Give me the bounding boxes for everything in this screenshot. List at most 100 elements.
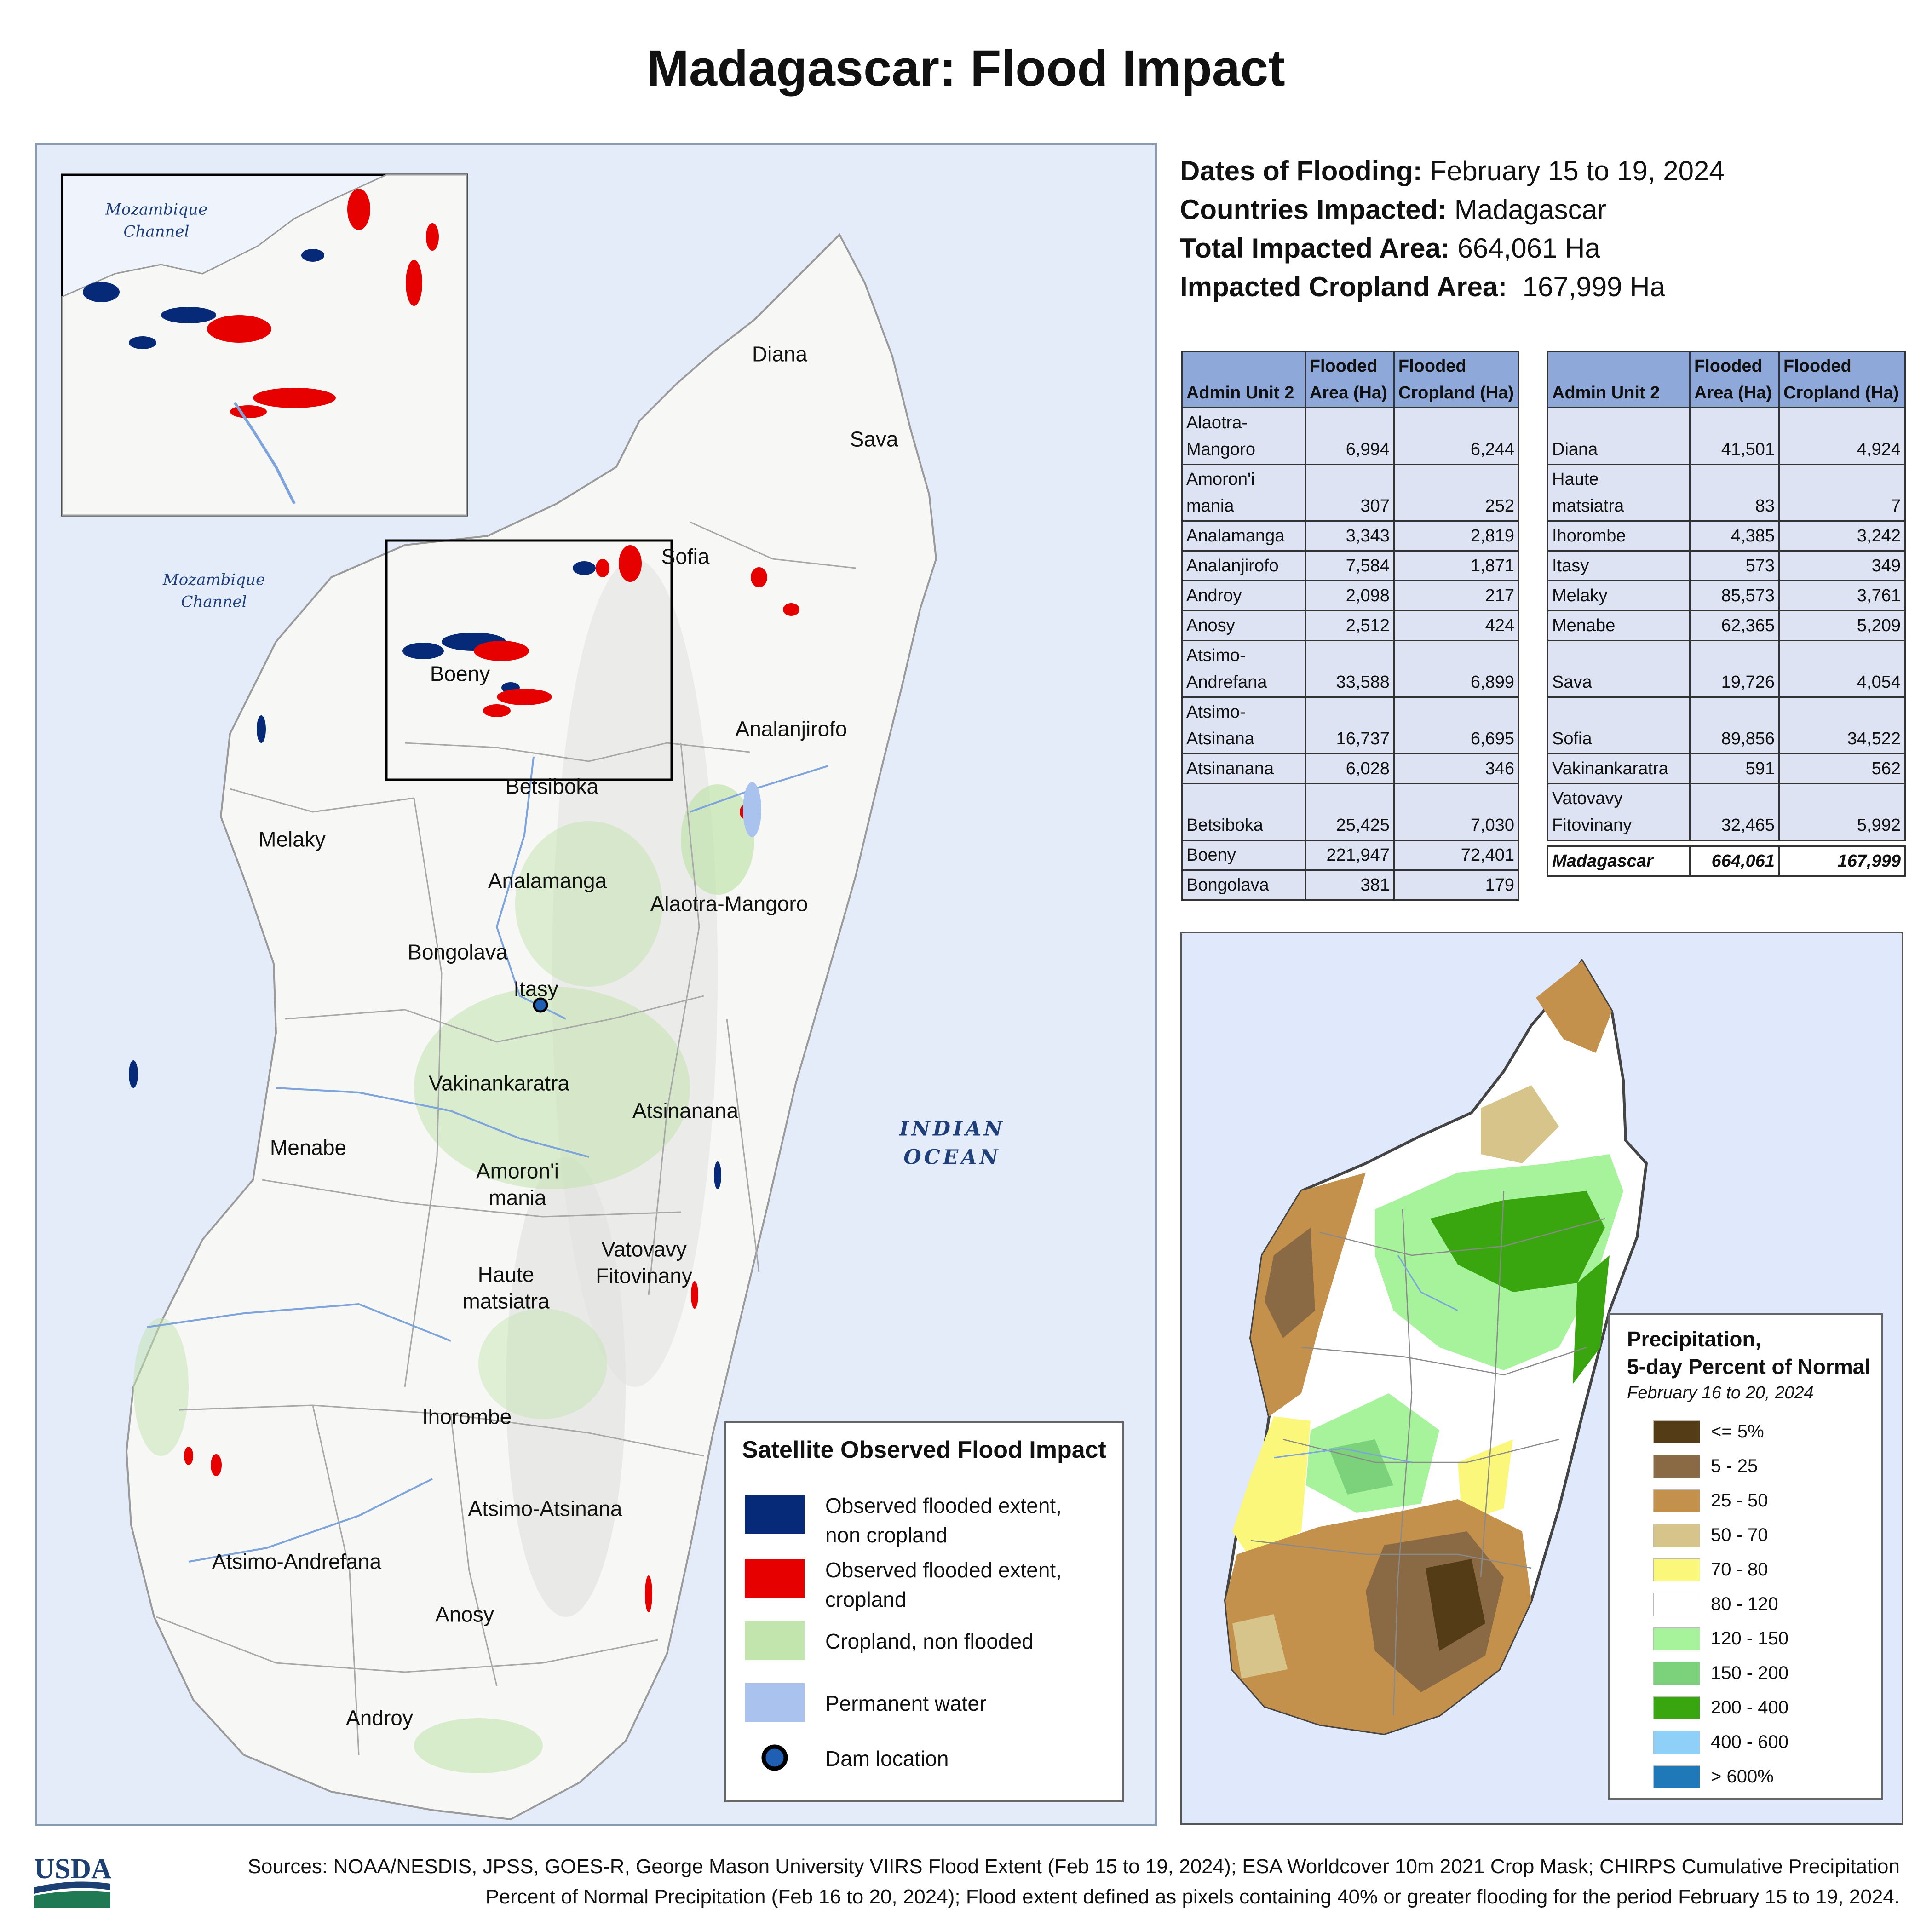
cell-flooded-cropland: 4,924 bbox=[1778, 407, 1906, 465]
cell-admin-unit: Alaotra- Mangoro bbox=[1181, 407, 1306, 465]
cropland-label: Impacted Cropland Area: bbox=[1180, 271, 1507, 302]
precip-legend-label: 120 - 150 bbox=[1711, 1628, 1789, 1649]
flood-legend-title: Satellite Observed Flood Impact bbox=[742, 1437, 1106, 1463]
legend-label-flooded-crop: Observed flooded extent, cropland bbox=[825, 1555, 1062, 1614]
precip-legend-title-2: 5-day Percent of Normal bbox=[1627, 1355, 1871, 1379]
inset-extent-box bbox=[385, 539, 673, 781]
table-row: Alaotra- Mangoro 6,994 6,244 bbox=[1181, 407, 1520, 465]
admin-table-right: Admin Unit 2 Flooded Area (Ha) Flooded Cro… bbox=[1547, 351, 1906, 841]
header-flooded-area: Flooded Area (Ha) bbox=[1304, 351, 1395, 408]
cell-admin-unit: Diana bbox=[1547, 407, 1690, 465]
cell-admin-unit-line1 bbox=[1552, 642, 1685, 669]
cell-admin-unit-line1: Amoron'i bbox=[1186, 470, 1255, 489]
region-label-sava: Sava bbox=[850, 427, 898, 451]
legend-swatch-permanent-water bbox=[745, 1683, 805, 1722]
table-row: Betsiboka 25,425 7,030 bbox=[1181, 783, 1520, 841]
cell-admin-unit: Haute matsiatra bbox=[1547, 464, 1690, 522]
cell-admin-unit-line2: Vakinankaratra bbox=[1552, 759, 1668, 778]
cell-admin-unit-line1: Haute bbox=[1552, 470, 1599, 489]
header-admin-unit-text: Admin Unit 2 bbox=[1186, 383, 1294, 402]
precip-legend-swatch bbox=[1653, 1662, 1700, 1685]
precip-legend-title-1: Precipitation, bbox=[1627, 1327, 1761, 1351]
header-flooded-crop-1: Flooded bbox=[1783, 356, 1852, 376]
cell-flooded-area: 381 bbox=[1304, 869, 1395, 901]
madagascar-map-svg bbox=[61, 173, 937, 1821]
precip-legend-label: > 600% bbox=[1711, 1766, 1774, 1787]
precip-legend-label: 80 - 120 bbox=[1711, 1594, 1778, 1614]
table-row: Androy 2,098 217 bbox=[1181, 580, 1520, 611]
cell-flooded-cropland: 7 bbox=[1778, 464, 1906, 522]
table-row: Melaky 85,573 3,761 bbox=[1547, 580, 1906, 611]
cell-admin-unit: Ihorombe bbox=[1547, 520, 1690, 552]
legend-swatch-flooded-crop bbox=[745, 1559, 805, 1598]
region-label-sofia: Sofia bbox=[661, 544, 710, 569]
cell-admin-unit-line2: Sava bbox=[1552, 673, 1592, 692]
admin-table-total: Madagascar 664,061 167,999 bbox=[1547, 845, 1906, 877]
table-row: Atsimo- Atsinana 16,737 6,695 bbox=[1181, 696, 1520, 754]
region-label-atsimo-andrefana: Atsimo-Andrefana bbox=[212, 1549, 382, 1574]
cell-flooded-area: 83 bbox=[1689, 464, 1780, 522]
cell-admin-unit: Analanjirofo bbox=[1181, 550, 1306, 581]
usda-logo-text: USDA bbox=[34, 1853, 111, 1885]
region-label-betsiboka: Betsiboka bbox=[505, 774, 599, 799]
table-row: Atsimo- Andrefana 33,588 6,899 bbox=[1181, 640, 1520, 698]
table-left-body: Alaotra- Mangoro 6,994 6,244 Amoron'i mania 30… bbox=[1181, 407, 1520, 901]
table-row: Atsinanana 6,028 346 bbox=[1181, 753, 1520, 784]
total-line: Total Impacted Area: 664,061 Ha bbox=[1180, 229, 1725, 268]
precip-legend-label: 400 - 600 bbox=[1711, 1732, 1789, 1752]
region-label-analanjirofo: Analanjirofo bbox=[735, 717, 847, 741]
cell-admin-unit-line2: Diana bbox=[1552, 440, 1598, 459]
cell-admin-unit: Analamanga bbox=[1181, 520, 1306, 552]
precip-legend-swatch bbox=[1653, 1696, 1700, 1719]
cell-flooded-cropland: 6,695 bbox=[1393, 696, 1520, 754]
cell-admin-unit-line1: Vatovavy bbox=[1552, 789, 1623, 808]
cell-admin-unit-line2: Atsinanana bbox=[1186, 759, 1274, 778]
header-flooded-crop-2: Cropland (Ha) bbox=[1783, 383, 1899, 402]
precip-legend-swatch bbox=[1653, 1765, 1700, 1788]
region-label-boeny: Boeny bbox=[430, 661, 490, 686]
countries-line: Countries Impacted: Madagascar bbox=[1180, 190, 1725, 229]
cell-flooded-cropland: 7,030 bbox=[1393, 783, 1520, 841]
cell-flooded-area: 16,737 bbox=[1304, 696, 1395, 754]
table-total-row: Madagascar 664,061 167,999 bbox=[1547, 845, 1906, 877]
main-map[interactable]: Mozambique Channel Mozambique Channel IN… bbox=[34, 143, 1157, 1826]
precip-legend-swatch bbox=[1653, 1627, 1700, 1650]
cell-flooded-cropland: 217 bbox=[1393, 580, 1520, 611]
table-row: Analanjirofo 7,584 1,871 bbox=[1181, 550, 1520, 581]
cell-admin-unit-line1 bbox=[1186, 785, 1301, 812]
flood-summary: Dates of Flooding: February 15 to 19, 20… bbox=[1180, 152, 1725, 306]
lake-alaotra bbox=[743, 782, 761, 837]
dam-icon bbox=[761, 1744, 788, 1771]
precip-legend: Precipitation, 5-day Percent of Normal F… bbox=[1608, 1313, 1883, 1800]
cell-admin-unit-line1: Alaotra- bbox=[1186, 413, 1248, 432]
region-label-ihorombe: Ihorombe bbox=[422, 1404, 512, 1429]
cell-admin-unit-line2: Bongolava bbox=[1186, 875, 1269, 895]
cell-flooded-cropland: 3,242 bbox=[1778, 520, 1906, 552]
channel-label-line1: Mozambique bbox=[162, 570, 265, 589]
cell-admin-unit-line2: Analanjirofo bbox=[1186, 556, 1279, 575]
cell-flooded-cropland: 349 bbox=[1778, 550, 1906, 581]
ocean-label: INDIAN OCEAN bbox=[899, 1117, 1005, 1169]
cell-admin-unit: Vakinankaratra bbox=[1547, 753, 1690, 784]
total-value: 664,061 Ha bbox=[1457, 233, 1600, 264]
region-label-amoroni-mania: Amoron'i mania bbox=[476, 1159, 559, 1210]
cell-admin-unit: Atsinanana bbox=[1181, 753, 1306, 784]
region-label-haute-matsiatra: Haute matsiatra bbox=[462, 1262, 550, 1313]
cell-admin-unit-line2: Mangoro bbox=[1186, 440, 1255, 459]
cell-flooded-area: 85,573 bbox=[1689, 580, 1780, 611]
precip-legend-swatch bbox=[1653, 1489, 1700, 1512]
total-area: 664,061 bbox=[1689, 845, 1780, 877]
cell-flooded-area: 2,512 bbox=[1304, 610, 1395, 641]
legend-label-flooded-noncrop-2: non cropland bbox=[825, 1523, 948, 1547]
cell-admin-unit-line1: Atsimo- bbox=[1186, 702, 1246, 722]
cell-admin-unit: Melaky bbox=[1547, 580, 1690, 611]
cell-admin-unit: Betsiboka bbox=[1181, 783, 1306, 841]
cropland-value: 167,999 Ha bbox=[1522, 271, 1665, 302]
cell-admin-unit-line1 bbox=[1552, 699, 1685, 725]
precip-legend-subtitle: February 16 to 20, 2024 bbox=[1627, 1383, 1814, 1403]
cell-admin-unit-line2: Fitovinany bbox=[1552, 816, 1632, 835]
legend-swatch-cropland bbox=[745, 1621, 805, 1660]
region-label-analamanga: Analamanga bbox=[488, 868, 607, 893]
precip-legend-swatch bbox=[1653, 1524, 1700, 1547]
precipitation-map[interactable] bbox=[1180, 932, 1903, 1825]
